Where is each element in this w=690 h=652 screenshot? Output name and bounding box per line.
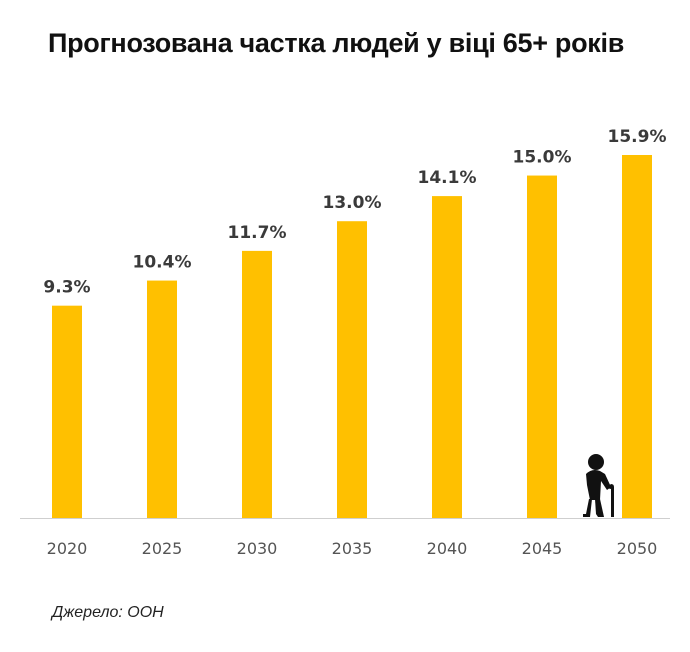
x-tick-label-2030: 2030 [237, 539, 278, 558]
chart-title: Прогнозована частка людей у віці 65+ рок… [48, 28, 624, 58]
value-label-2040: 14.1% [418, 168, 477, 188]
bar-2040 [432, 196, 462, 518]
bar-chart: 9.3% 2020 10.4% 2025 11.7% 2030 13.0% 2035 14.1%… [20, 127, 670, 558]
x-tick-label-2045: 2045 [522, 539, 563, 558]
source-note: Джерело: ООН [52, 604, 164, 621]
bar-2050 [622, 155, 652, 518]
value-label-2030: 11.7% [228, 223, 287, 243]
x-tick-label-2035: 2035 [332, 539, 373, 558]
value-label-2050: 15.9% [608, 127, 667, 147]
x-tick-label-2025: 2025 [142, 539, 183, 558]
value-label-2045: 15.0% [513, 148, 572, 168]
x-tick-label-2020: 2020 [47, 539, 88, 558]
value-label-2025: 10.4% [133, 253, 192, 273]
bar-2020 [52, 305, 82, 518]
bar-2025 [147, 280, 177, 518]
value-label-2020: 9.3% [43, 278, 90, 298]
x-tick-label-2050: 2050 [617, 539, 658, 558]
bar-2035 [337, 221, 367, 518]
value-label-2035: 13.0% [323, 193, 382, 213]
elderly-person-with-cane-icon [583, 454, 614, 517]
x-tick-label-2040: 2040 [427, 539, 468, 558]
bars-layer: 9.3% 2020 10.4% 2025 11.7% 2030 13.0% 2035 14.1%… [43, 127, 666, 558]
bar-2030 [242, 250, 272, 519]
bar-2045 [527, 175, 557, 518]
